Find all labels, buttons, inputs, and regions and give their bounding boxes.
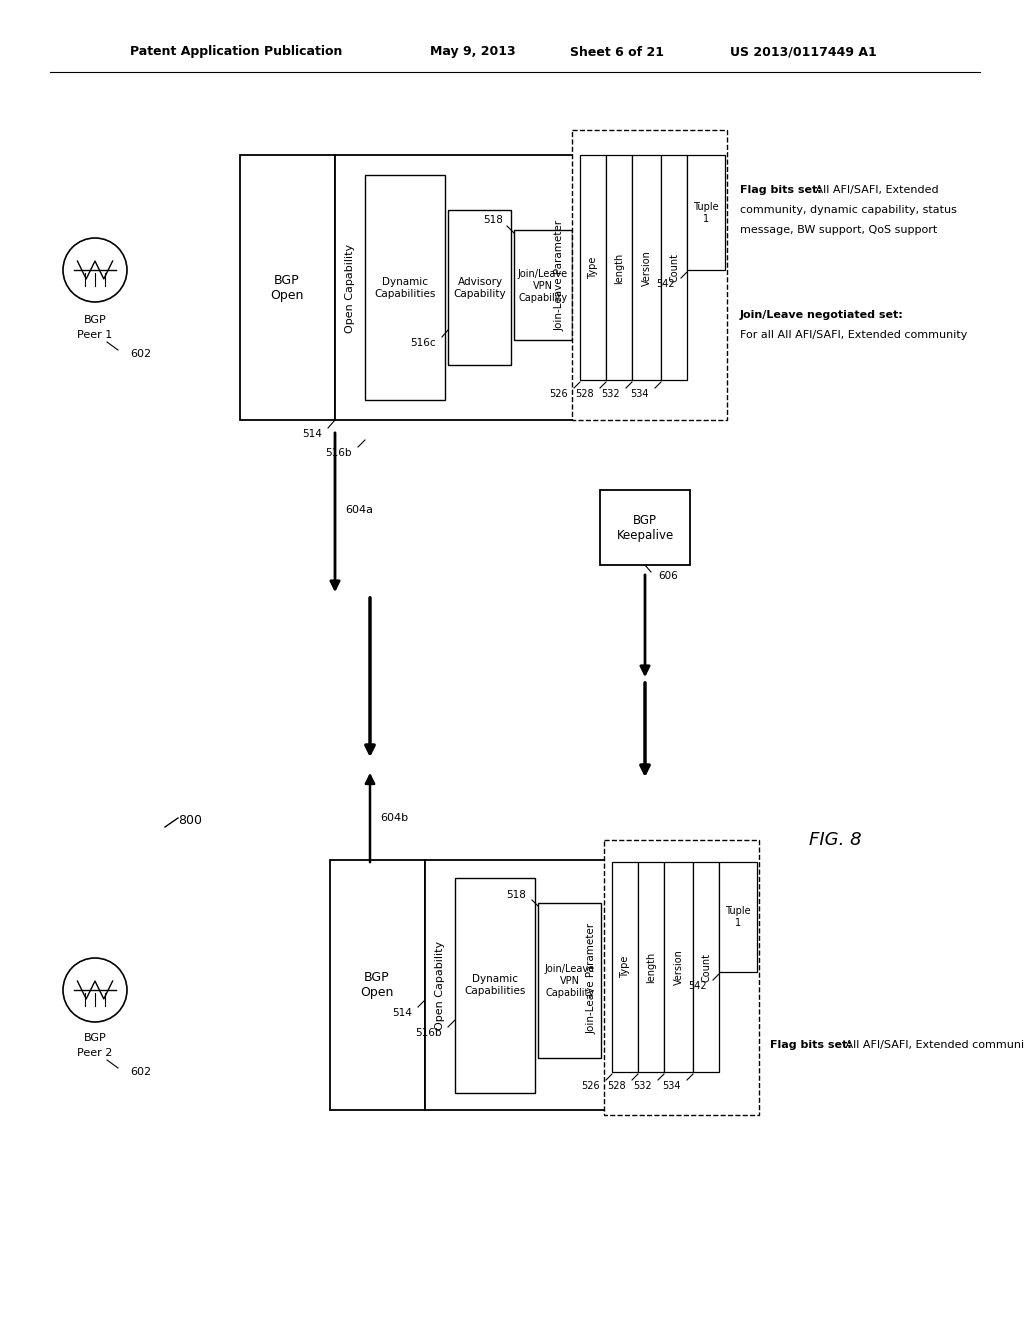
Bar [638, 862, 664, 1072]
Bar [606, 154, 632, 380]
Text: Dynamic
Capabilities: Dynamic Capabilities [375, 277, 435, 298]
Bar [365, 176, 445, 400]
Text: Join-Leave Parameter: Join-Leave Parameter [555, 219, 565, 330]
Text: Advisory
Capability: Advisory Capability [454, 277, 506, 298]
Bar [632, 154, 662, 380]
Text: 516c: 516c [411, 338, 436, 348]
Text: 800: 800 [178, 813, 202, 826]
Bar [612, 862, 638, 1072]
Text: 528: 528 [575, 389, 594, 399]
Bar [572, 129, 727, 420]
Text: BGP
Keepalive: BGP Keepalive [616, 513, 674, 543]
Bar [719, 862, 757, 972]
Bar [538, 903, 601, 1059]
Text: Count: Count [701, 953, 711, 982]
Bar [240, 154, 335, 420]
Text: 604b: 604b [380, 813, 409, 822]
Text: May 9, 2013: May 9, 2013 [430, 45, 516, 58]
Bar [425, 861, 645, 1110]
Text: length: length [614, 252, 624, 284]
Text: 526: 526 [582, 1081, 600, 1092]
Text: All AFI/SAFI, Extended community: All AFI/SAFI, Extended community [842, 1040, 1024, 1049]
Bar [664, 862, 693, 1072]
Text: Flag bits set:: Flag bits set: [740, 185, 821, 195]
Text: 602: 602 [130, 1067, 152, 1077]
Bar [330, 861, 425, 1110]
Text: 542: 542 [656, 279, 675, 289]
Text: Peer 1: Peer 1 [78, 330, 113, 341]
Text: All AFI/SAFI, Extended: All AFI/SAFI, Extended [812, 185, 939, 195]
Text: 604a: 604a [345, 506, 373, 515]
Text: 514: 514 [392, 1008, 412, 1018]
Text: BGP: BGP [84, 1034, 106, 1043]
Text: Version: Version [642, 249, 652, 286]
Text: 514: 514 [302, 429, 322, 440]
Bar [687, 154, 725, 271]
Text: Join/Leave
VPN
Capability: Join/Leave VPN Capability [518, 269, 568, 302]
Text: Tuple
1: Tuple 1 [725, 907, 751, 928]
Text: 516b: 516b [326, 447, 352, 458]
Text: Join/Leave negotiated set:: Join/Leave negotiated set: [740, 310, 904, 319]
Text: Open Capability: Open Capability [345, 243, 355, 333]
Text: community, dynamic capability, status: community, dynamic capability, status [740, 205, 956, 215]
Text: Peer 2: Peer 2 [78, 1048, 113, 1059]
Text: message, BW support, QoS support: message, BW support, QoS support [740, 224, 937, 235]
Bar [693, 862, 719, 1072]
Bar [455, 878, 535, 1093]
Text: Count: Count [669, 253, 679, 282]
Text: BGP
Open: BGP Open [360, 972, 393, 999]
Text: Open Capability: Open Capability [435, 940, 445, 1030]
Text: 534: 534 [663, 1081, 681, 1092]
Text: Tuple
1: Tuple 1 [693, 202, 719, 224]
Bar [662, 154, 687, 380]
Text: length: length [646, 952, 656, 982]
Bar [449, 210, 511, 366]
Bar [580, 154, 606, 380]
Text: Patent Application Publication: Patent Application Publication [130, 45, 342, 58]
Text: For all AII AFI/SAFI, Extended community: For all AII AFI/SAFI, Extended community [740, 330, 968, 341]
Text: Flag bits set:: Flag bits set: [770, 1040, 852, 1049]
Text: 528: 528 [607, 1081, 626, 1092]
Bar [335, 154, 575, 420]
Bar [600, 490, 690, 565]
Text: 526: 526 [549, 389, 568, 399]
Text: 542: 542 [688, 981, 707, 991]
Text: US 2013/0117449 A1: US 2013/0117449 A1 [730, 45, 877, 58]
Text: FIG. 8: FIG. 8 [809, 832, 861, 849]
Text: Join/Leave
VPN
Capability: Join/Leave VPN Capability [545, 965, 595, 998]
Text: 534: 534 [631, 389, 649, 399]
Text: Join-Leave Parameter: Join-Leave Parameter [587, 923, 597, 1034]
Text: 516b: 516b [416, 1028, 442, 1038]
Text: BGP
Open: BGP Open [270, 275, 304, 302]
Text: 532: 532 [601, 389, 620, 399]
Text: Version: Version [674, 949, 684, 985]
Text: 602: 602 [130, 348, 152, 359]
Text: BGP: BGP [84, 315, 106, 325]
Text: Type: Type [620, 956, 630, 978]
Text: Dynamic
Capabilities: Dynamic Capabilities [464, 974, 525, 995]
Text: 532: 532 [634, 1081, 652, 1092]
Bar [604, 840, 759, 1115]
Text: Type: Type [588, 257, 598, 280]
Bar [514, 230, 572, 341]
Text: 518: 518 [506, 890, 526, 900]
Text: 606: 606 [658, 572, 678, 581]
Text: 518: 518 [483, 215, 503, 224]
Text: Sheet 6 of 21: Sheet 6 of 21 [570, 45, 664, 58]
